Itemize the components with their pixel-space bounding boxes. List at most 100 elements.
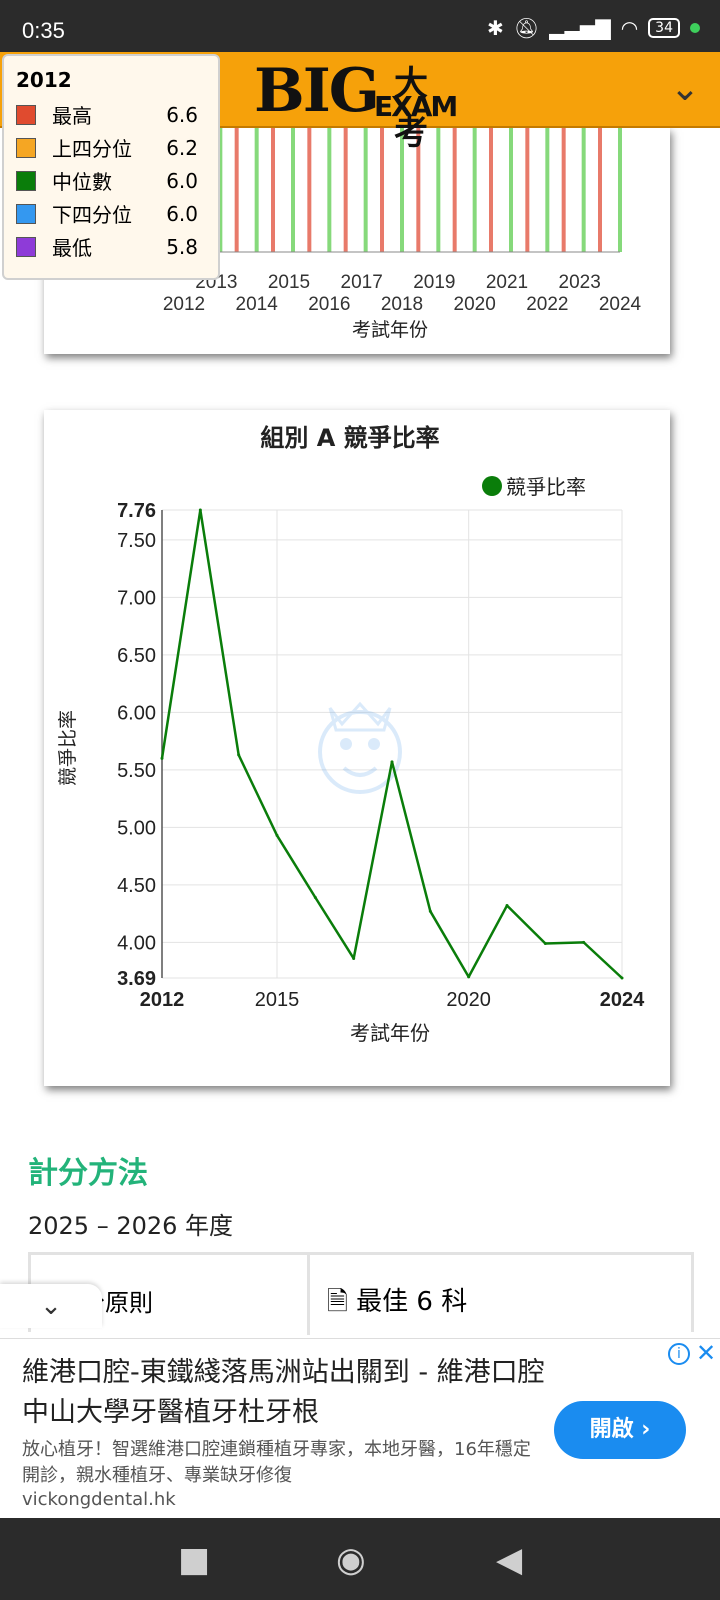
recent-apps-icon[interactable]: ■: [178, 1540, 211, 1580]
top-chart-xtick: 2022: [526, 294, 568, 315]
tooltip-value: 6.0: [166, 201, 198, 226]
top-chart-bar-median[interactable]: [472, 128, 477, 252]
data-point[interactable]: [505, 904, 509, 908]
tooltip-value: 6.6: [166, 102, 198, 127]
data-point[interactable]: [582, 940, 586, 944]
data-point[interactable]: [313, 896, 317, 900]
top-chart-bars: [162, 128, 622, 252]
home-icon[interactable]: ◉: [336, 1540, 366, 1580]
tooltip-label: 下四分位: [52, 203, 132, 227]
top-chart-xtick: 2021: [486, 272, 528, 293]
tooltip-value: 6.2: [166, 135, 198, 160]
close-icon[interactable]: ✕: [696, 1339, 717, 1367]
top-chart-bar-median[interactable]: [363, 128, 368, 252]
chart-grid: [161, 509, 623, 979]
top-chart-bar-median[interactable]: [581, 128, 586, 252]
tooltip-label: 最高: [52, 104, 92, 128]
mute-icon: 🔕︎: [513, 16, 540, 40]
x-tick-label: 2020: [446, 989, 491, 1011]
ad-description: 放心植牙！智選維港口腔連鎖種植牙專家，本地牙醫，16年穩定開診，親水種植牙、專業…: [22, 1439, 531, 1486]
top-chart-xtick: 2020: [454, 294, 496, 315]
legend-marker[interactable]: [482, 476, 502, 496]
collapse-ad-button[interactable]: ⌄: [0, 1284, 102, 1328]
ad-url[interactable]: vickongdental.hk: [22, 1489, 176, 1510]
table-cell-best-label: 最佳 6 科: [356, 1287, 468, 1317]
top-chart-bar-max[interactable]: [416, 128, 421, 252]
top-chart-xtick: 2024: [599, 294, 642, 315]
y-tick-label: 4.00: [117, 932, 156, 954]
top-chart-bar-max[interactable]: [598, 128, 602, 252]
top-chart-bar-median[interactable]: [291, 128, 295, 252]
top-chart-bar-median[interactable]: [400, 128, 404, 252]
top-chart-bar-max[interactable]: [489, 128, 493, 252]
info-icon[interactable]: i: [668, 1343, 690, 1365]
y-tick-label: 6.00: [117, 702, 156, 724]
top-chart-bar-median[interactable]: [509, 128, 513, 252]
top-chart-bar-max[interactable]: [234, 128, 239, 252]
data-point[interactable]: [390, 760, 394, 764]
tooltip-swatch: [16, 170, 36, 191]
tooltip-swatch: [16, 137, 36, 158]
top-chart-bar-median[interactable]: [254, 128, 259, 252]
tooltip-label: 上四分位: [52, 137, 132, 161]
tooltip-row: 下四分位 6.0: [16, 197, 218, 230]
competition-ratio-chart: 組別 A 競爭比率 競爭比率 競爭比率 考試年份 7.76 7.50 7.00 6.5…: [57, 424, 645, 1045]
top-chart-bar-max[interactable]: [561, 128, 566, 252]
top-chart-xtick: 2023: [559, 272, 601, 293]
battery-icon: 34: [648, 18, 680, 38]
data-point[interactable]: [543, 942, 547, 946]
data-point[interactable]: [198, 508, 202, 512]
top-chart-bar-max[interactable]: [525, 128, 530, 252]
bluetooth-icon: ✱: [487, 16, 504, 40]
top-chart-xlabel: 考試年份: [352, 319, 428, 341]
series-line-path[interactable]: [160, 508, 623, 979]
top-chart-bar-median[interactable]: [327, 128, 332, 252]
ad-open-button[interactable]: 開啟 ›: [554, 1401, 686, 1459]
watermark-logo: [318, 701, 402, 794]
data-point[interactable]: [352, 956, 356, 960]
y-tick-label: 3.69: [117, 968, 156, 990]
data-point[interactable]: [237, 753, 241, 757]
tooltip-value: 6.0: [166, 168, 198, 193]
ad-banner[interactable]: 維港口腔-東鐵綫落馬洲站出關到 - 維港口腔中山大學牙醫植牙杜牙根 放心植牙！智…: [0, 1338, 720, 1518]
legend-label[interactable]: 競爭比率: [506, 475, 586, 499]
top-chart-bar-max[interactable]: [271, 128, 275, 252]
site-logo[interactable]: BIG 大考 EXAM: [254, 56, 458, 153]
ad-title[interactable]: 維港口腔-東鐵綫落馬洲站出關到 - 維港口腔中山大學牙醫植牙杜牙根: [22, 1357, 545, 1428]
x-ticks: 2012 2015 2020 2024: [140, 989, 645, 1011]
top-chart-xtick: 2012: [163, 294, 205, 315]
top-chart-bar-max[interactable]: [343, 128, 348, 252]
top-chart-xtick: 2018: [381, 294, 423, 315]
tooltip-swatch: [16, 104, 36, 125]
wifi-icon: ◠: [620, 16, 639, 40]
top-chart-bar-max[interactable]: [307, 128, 312, 252]
top-chart-bar-median[interactable]: [436, 128, 441, 252]
y-tick-label: 4.50: [117, 875, 156, 897]
top-chart-bar-max[interactable]: [452, 128, 457, 252]
data-point[interactable]: [620, 976, 624, 980]
scoring-title: 計分方法: [28, 1156, 148, 1191]
top-chart-bar-max[interactable]: [380, 128, 384, 252]
status-icons: ✱ 🔕︎ ▂▃▅▇ ◠ 34: [487, 16, 700, 40]
y-tick-label: 6.50: [117, 645, 156, 667]
data-point[interactable]: [160, 756, 164, 760]
top-chart-xtick: 2016: [308, 294, 350, 315]
data-point[interactable]: [428, 909, 432, 913]
competition-ratio-card: 組別 A 競爭比率 競爭比率 競爭比率 考試年份 7.76 7.50 7.00 6.5…: [44, 410, 670, 1086]
top-chart-xtick: 2019: [413, 272, 455, 293]
y-tick-label: 5.50: [117, 760, 156, 782]
status-bar: 0:35 ✱ 🔕︎ ▂▃▅▇ ◠ 34: [0, 0, 720, 52]
top-chart-bar-median[interactable]: [218, 128, 223, 252]
data-point[interactable]: [467, 975, 471, 979]
chevron-down-icon[interactable]: ⌄: [669, 68, 700, 109]
status-time: 0:35: [22, 18, 65, 43]
data-point[interactable]: [275, 833, 279, 837]
back-icon[interactable]: ◀: [496, 1540, 523, 1580]
chart-title: 組別 A 競爭比率: [260, 424, 439, 452]
x-axis-title: 考試年份: [350, 1021, 430, 1045]
top-chart-bar-median[interactable]: [618, 128, 622, 252]
system-nav-bar: ■ ◉ ◀: [0, 1518, 720, 1600]
top-chart-xtick: 2015: [268, 272, 310, 293]
top-chart-bar-median[interactable]: [545, 128, 550, 252]
table-cell-best: 🗎 最佳 6 科: [327, 1281, 467, 1327]
